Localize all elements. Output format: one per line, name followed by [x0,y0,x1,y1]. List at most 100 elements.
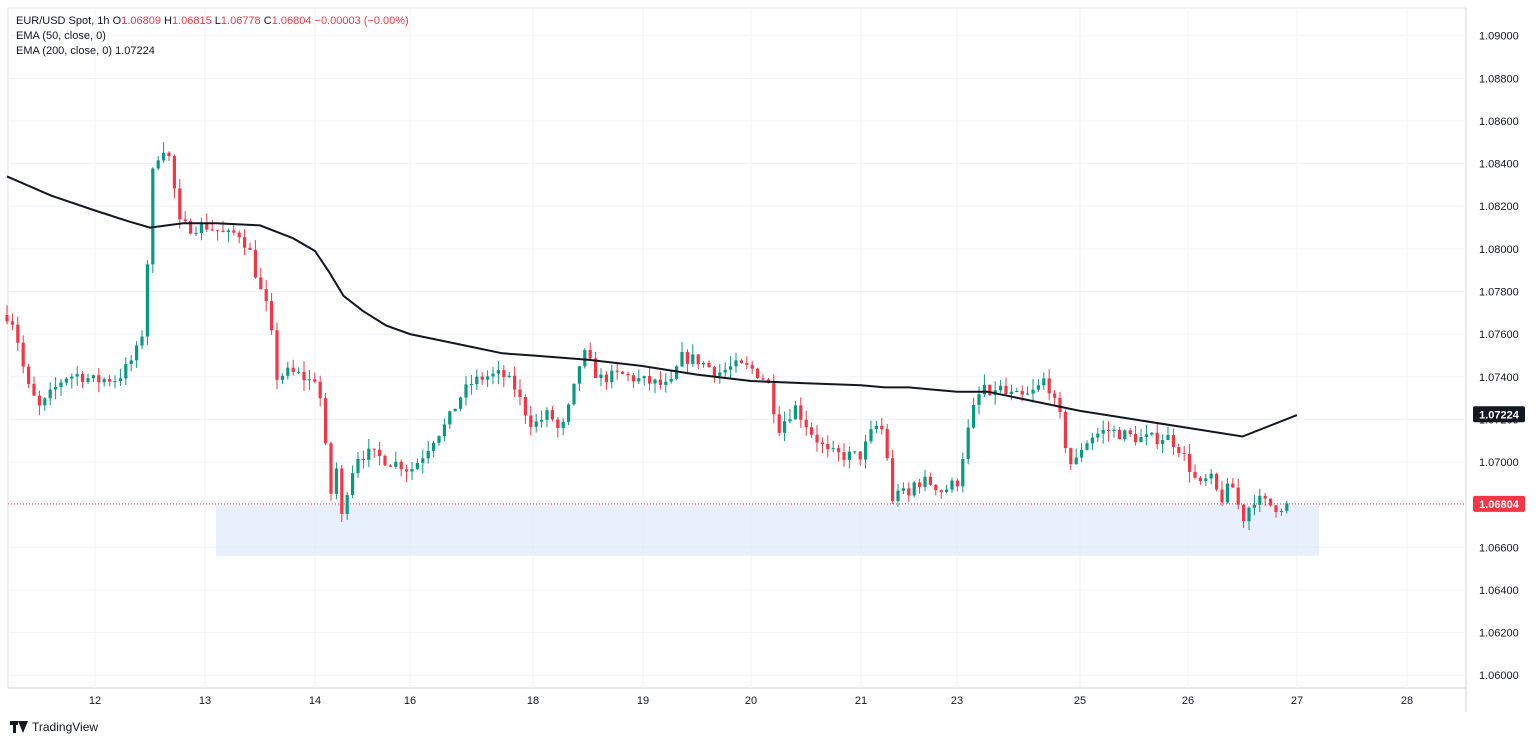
candle-body [1101,429,1105,434]
candle-body [189,221,193,234]
candle-body [496,370,500,374]
candle-body [243,237,247,248]
candle-body [545,410,549,420]
candle-body [621,371,625,374]
candle-body [75,374,79,377]
candle-body [810,427,814,435]
ema50-row[interactable]: EMA (50, close, 0) [16,29,409,44]
candle-body [799,405,803,420]
candle-body [1242,504,1246,522]
candle-body [297,371,301,373]
candle-body [183,219,187,222]
candle-body [685,352,689,364]
candle-body [102,379,106,383]
candle-body [691,354,695,364]
candle-body [707,362,711,368]
candle-body [534,421,538,427]
candle-body [793,405,797,420]
candle-body [140,336,144,346]
ema200-value: 1.07224 [115,45,155,57]
low-label: L [214,15,221,27]
candle-body [135,345,139,361]
candle-body [259,277,263,290]
y-tick-label: 1.06200 [1479,628,1519,640]
candle-body [491,373,495,377]
ema200-row[interactable]: EMA (200, close, 0) 1.07224 [16,44,409,59]
candle-body [518,389,522,397]
candle-body [1182,453,1186,455]
candle-body [43,398,47,406]
candle-body [723,369,727,373]
candle-body [1263,495,1267,499]
tradingview-logo[interactable]: TradingView [10,720,98,734]
candle-body [270,300,274,331]
candle-body [513,375,517,390]
candle-body [1004,385,1008,395]
candle-body [739,360,743,364]
candle-body [118,378,122,382]
candle-body [567,404,571,422]
candle-body [1085,443,1089,450]
candle-body [831,448,835,450]
candle-body [5,314,9,322]
candle-body [1279,510,1283,512]
candle-body [826,444,830,450]
y-tick-label: 1.06400 [1479,585,1519,597]
candle-body [221,230,225,233]
high-label: H [164,15,172,27]
candle-body [653,379,657,384]
candle-body [426,450,430,459]
x-tick-label: 20 [745,695,757,707]
candle-body [351,473,355,496]
candle-body [896,490,900,501]
candle-body [1171,435,1175,447]
candle-body [432,442,436,451]
candle-body [318,381,322,399]
candle-body [507,375,511,378]
candle-body [756,368,760,379]
candle-body [1015,390,1019,392]
candle-body [631,375,635,382]
symbol-label[interactable]: EUR/USD Spot, 1h [16,15,110,27]
close-value: 1.06804 [271,15,312,27]
candle-body [27,366,31,384]
candle-body [459,397,463,409]
candle-body [264,289,268,301]
candle-body [129,360,133,365]
candle-body [928,476,932,485]
y-tick-label: 1.07400 [1479,372,1519,384]
candle-body [302,371,306,381]
candle-body [1026,393,1030,395]
open-label: O [112,15,122,27]
y-tick-label: 1.08800 [1479,73,1519,85]
candle-body [1063,411,1067,449]
candle-body [172,156,176,189]
candle-body [648,376,652,384]
y-tick-label: 1.07800 [1479,287,1519,299]
candle-body [1269,498,1273,506]
x-tick-label: 28 [1401,695,1413,707]
high-value: 1.06815 [171,15,212,27]
candle-body [156,160,160,169]
candle-body [1155,432,1159,445]
candle-body [1139,437,1143,443]
candle-body [329,443,333,494]
x-tick-label: 26 [1182,695,1194,707]
ema50-label: EMA (50, close, 0) [16,30,106,42]
candle-body [340,468,344,514]
candle-body [1166,435,1170,441]
open-value: 1.06809 [121,15,161,27]
candle-body [777,414,781,433]
candle-body [48,389,52,399]
chart-grid [7,7,1467,712]
candle-body [982,384,986,395]
candle-body [1069,448,1073,465]
candle-body [1150,432,1154,435]
candle-body [1247,507,1251,522]
candle-body [64,378,68,383]
candle-body [1144,434,1148,438]
candle-body [145,264,149,337]
x-tick-label: 23 [951,695,963,707]
plot-frame [7,7,1467,689]
